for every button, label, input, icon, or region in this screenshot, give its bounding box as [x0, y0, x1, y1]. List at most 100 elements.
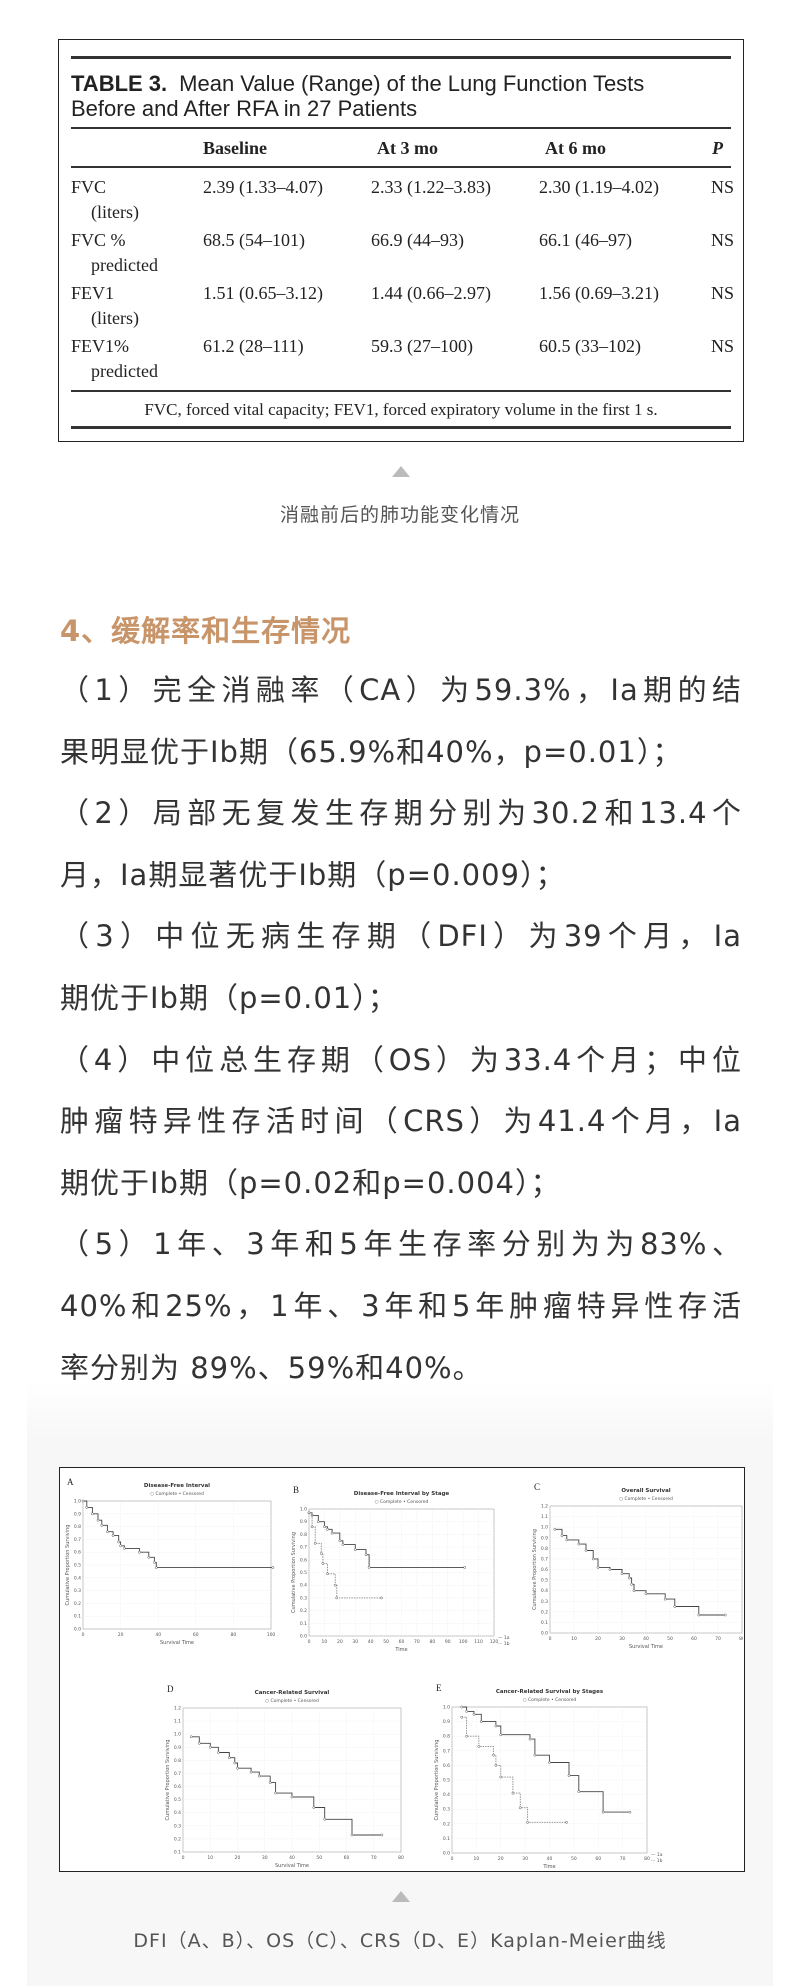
y-tick-label: 0.4	[174, 1810, 181, 1816]
event-point	[335, 1596, 339, 1600]
header-baseline: Baseline	[203, 138, 268, 158]
y-tick-label: 0.0	[74, 1627, 81, 1633]
table-cell: 61.2 (28–111)	[203, 336, 304, 356]
y-tick-label: 0.4	[74, 1575, 81, 1581]
table-cell: NS	[711, 230, 735, 250]
event-point	[499, 1733, 503, 1737]
event-point	[208, 1745, 212, 1749]
event-point	[591, 1557, 595, 1561]
y-axis-label: Cumulative Proportion Surviving	[532, 1529, 538, 1610]
event-point	[96, 1518, 100, 1522]
event-point	[333, 1583, 337, 1587]
event-point	[316, 1520, 320, 1524]
chart-legend: ○ Complete • Censored	[265, 1698, 319, 1704]
event-point	[85, 1506, 89, 1509]
table-cell: 2.33 (1.22–3.83)	[371, 177, 491, 197]
x-tick-label: 0	[549, 1636, 552, 1642]
chart-legend: ○ Complete • Censored	[619, 1496, 673, 1502]
event-point	[533, 1753, 537, 1757]
x-tick-label: 30	[619, 1636, 625, 1642]
y-tick-label: 0.4	[300, 1583, 307, 1589]
body-line: （2）局部无复发生存期分别为30.2和13.4个	[60, 796, 742, 831]
legend-series-label: — 1a	[651, 1852, 663, 1858]
x-tick-label: 10	[571, 1636, 577, 1642]
table-rule	[71, 127, 731, 129]
x-tick-label: 70	[371, 1855, 377, 1861]
row-sublabel: predicted	[91, 255, 158, 275]
y-tick-label: 0.6	[174, 1784, 181, 1790]
table-cell: 1.44 (0.66–2.97)	[371, 283, 491, 303]
y-tick-label: 0.8	[300, 1532, 307, 1538]
event-point	[198, 1741, 201, 1745]
kaplan-meier-figure: A Disease-Free Interval ○ Complete • Censo…	[59, 1467, 745, 1872]
x-tick-label: 30	[352, 1639, 358, 1645]
event-point	[644, 1592, 648, 1596]
chart-legend: ○ Complete • Censored	[523, 1697, 577, 1703]
event-point	[380, 1833, 384, 1837]
event-point	[632, 1589, 636, 1593]
header-6mo: At 6 mo	[545, 138, 606, 158]
event-point	[577, 1790, 581, 1794]
event-point	[350, 1833, 354, 1837]
event-point	[472, 1712, 476, 1716]
event-point	[477, 1745, 481, 1748]
y-tick-label: 0.8	[443, 1734, 450, 1740]
x-tick-label: 20	[337, 1639, 343, 1645]
event-point	[147, 1555, 151, 1559]
x-tick-label: 80	[429, 1639, 435, 1645]
kaplan-meier-curves: A Disease-Free Interval ○ Complete • Censo…	[65, 1477, 745, 1870]
y-tick-label: 0.9	[174, 1745, 181, 1751]
y-tick-label: 0.3	[541, 1599, 548, 1605]
y-tick-label: 0.5	[443, 1778, 450, 1784]
x-tick-label: 90	[445, 1639, 451, 1645]
event-point	[249, 1770, 253, 1774]
y-tick-label: 1.0	[541, 1525, 548, 1531]
table-cell: 68.5 (54–101)	[203, 230, 305, 250]
event-point	[596, 1566, 600, 1569]
y-tick-label: 1.0	[74, 1499, 81, 1505]
x-tick-label: 20	[118, 1632, 124, 1638]
chart-title: Disease-Free Interval by Stage	[354, 1491, 450, 1497]
chart-legend: ○ Complete • Censored	[375, 1499, 429, 1505]
event-point	[326, 1527, 329, 1531]
row-label: FVC	[71, 177, 107, 197]
panel-label: A	[67, 1477, 74, 1487]
event-point	[499, 1775, 503, 1779]
event-point	[227, 1756, 231, 1760]
event-point	[353, 1548, 357, 1551]
y-axis-label: Cumulative Proportion Surviving	[65, 1525, 71, 1606]
event-point	[111, 1534, 115, 1537]
survival-curve	[309, 1512, 465, 1568]
event-point	[663, 1597, 667, 1601]
x-tick-label: 60	[399, 1639, 405, 1645]
chart-title: Cancer-Related Survival by Stages	[496, 1689, 604, 1695]
x-axis-label: Survival Time	[629, 1644, 663, 1650]
body-line: 果明显优于Ib期（65.9%和40%，p=0.01）；	[60, 734, 683, 769]
event-point	[341, 1543, 345, 1546]
body-line: 期优于Ib期（p=0.01）；	[60, 981, 398, 1015]
panel-label: E	[436, 1683, 442, 1693]
x-axis-label: Time	[394, 1647, 407, 1653]
event-point	[630, 1582, 633, 1586]
table-cell: 1.51 (0.65–3.12)	[203, 283, 323, 303]
x-tick-label: 50	[667, 1636, 673, 1642]
y-tick-label: 1.0	[174, 1732, 181, 1738]
y-tick-label: 0.1	[74, 1614, 81, 1620]
event-point	[236, 1766, 239, 1770]
event-point	[697, 1613, 701, 1617]
x-tick-label: 80	[739, 1636, 743, 1642]
x-tick-label: 80	[398, 1855, 404, 1861]
event-point	[307, 1511, 311, 1515]
x-tick-label: 0	[308, 1639, 311, 1645]
y-tick-label: 0.8	[541, 1546, 548, 1552]
x-tick-label: 20	[498, 1856, 504, 1862]
event-point	[528, 1737, 532, 1741]
table-cell: 59.3 (27–100)	[371, 336, 473, 356]
x-tick-label: 20	[235, 1855, 241, 1861]
y-tick-label: 1.1	[174, 1719, 181, 1725]
table-footnote: FVC, forced vital capacity; FEV1, forced…	[144, 400, 658, 419]
chart-title: Disease-Free Interval	[144, 1483, 210, 1489]
x-tick-label: 70	[414, 1639, 420, 1645]
event-point	[271, 1566, 275, 1569]
event-point	[627, 1576, 631, 1580]
